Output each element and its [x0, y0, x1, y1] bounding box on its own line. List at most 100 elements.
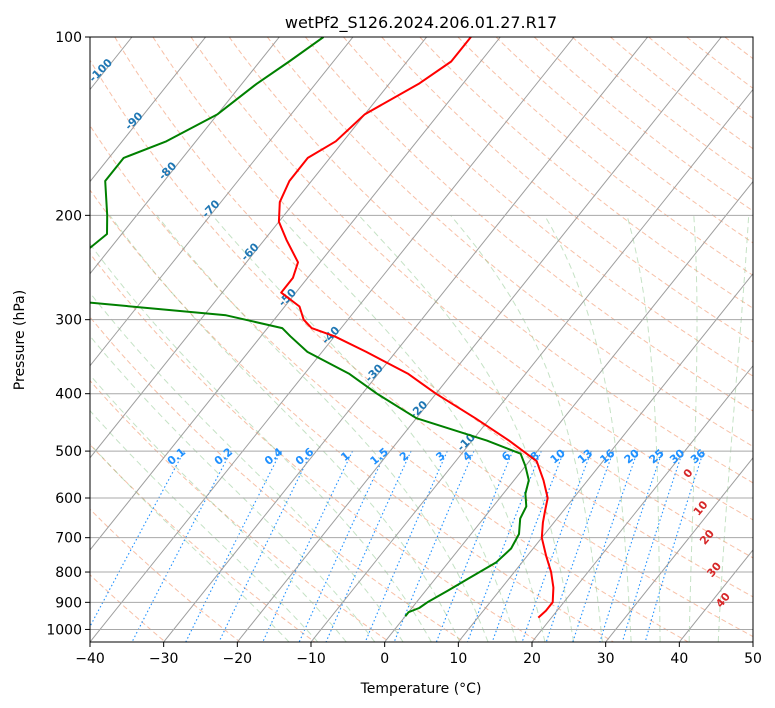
moist-adiabat	[544, 215, 632, 642]
moist-adiabat	[212, 214, 517, 642]
dewpoint-profile	[90, 37, 530, 617]
mixing-ratio-line	[325, 450, 412, 642]
dry-adiabat	[90, 316, 465, 642]
isotherm-line	[752, 641, 753, 642]
isotherm-line	[163, 37, 649, 642]
moist-adiabat	[688, 215, 698, 642]
mixing-ratio-line	[185, 450, 282, 642]
isotherm-line	[310, 88, 753, 642]
isotherm-line	[90, 37, 207, 183]
sounding-profiles	[90, 37, 555, 619]
mixing-ratio-line	[466, 450, 542, 642]
mixing-ratio-label: 0.4	[262, 445, 286, 468]
temperature-profile	[277, 37, 555, 619]
isotherm-line	[605, 457, 753, 642]
moist-adiabat	[90, 292, 404, 642]
moist-adiabat-label: 10	[691, 498, 711, 518]
dry-adiabat	[90, 252, 540, 642]
dry-adiabat	[90, 189, 614, 642]
isotherm-line	[531, 364, 753, 642]
dry-adiabat	[495, 37, 753, 244]
y-tick-label: 900	[55, 595, 82, 611]
mixing-ratio-line	[131, 450, 232, 642]
mixing-ratio-label: 1.5	[368, 445, 391, 467]
y-axis: 100 200 300 400 500 600 700 800 900 1000	[46, 30, 90, 638]
isotherm-line	[90, 37, 354, 367]
dry-adiabat	[190, 37, 753, 521]
isotherm-line	[0, 37, 58, 642]
dry-adiabat	[266, 37, 753, 448]
mixing-ratio-line	[644, 450, 705, 642]
dry-adiabat	[90, 508, 241, 642]
dry-adiabat	[724, 37, 753, 60]
chart-title: wetPf2_S126.2024.206.01.27.R17	[285, 13, 557, 33]
moist-adiabat-label: 40	[713, 590, 733, 610]
mixing-ratio-line	[545, 450, 614, 642]
moist-adiabat	[90, 335, 376, 642]
isotherm-labels: -100-90-80-70-60-50-40-30-20-10	[86, 56, 478, 454]
isotherm-line	[90, 37, 428, 459]
y-tick-label: 600	[55, 491, 82, 507]
mixing-ratio-line	[90, 450, 185, 628]
mixing-ratio-label: 20	[622, 446, 642, 466]
mixing-ratio-line	[521, 450, 592, 642]
y-tick-label: 300	[55, 313, 82, 329]
isotherm-line	[90, 37, 575, 642]
isotherm-line	[384, 180, 753, 642]
y-axis-label: Pressure (hPa)	[12, 290, 28, 390]
dry-adiabat	[571, 37, 753, 181]
dry-adiabat	[381, 37, 753, 343]
x-tick-label: 40	[670, 651, 688, 667]
isotherm-label: -60	[238, 240, 261, 263]
mixing-ratio-label: 30	[667, 446, 687, 466]
isotherm-line	[678, 549, 753, 642]
dry-adiabat	[419, 37, 753, 309]
dry-adiabat	[533, 37, 753, 212]
dry-adiabat	[152, 37, 753, 559]
x-tick-label: −10	[296, 651, 326, 667]
mixing-ratio-label: 10	[548, 446, 568, 466]
dry-adiabat	[343, 37, 753, 377]
y-tick-label: 800	[55, 565, 82, 581]
y-tick-label: 200	[55, 208, 82, 224]
moist-adiabat	[717, 215, 750, 642]
mixing-ratio-label: 16	[597, 446, 617, 466]
isotherm-label: -100	[86, 56, 115, 85]
x-tick-label: −30	[149, 651, 179, 667]
mixing-ratio-labels: 0.1 0.2 0.4 0.6 1 1.5 2 3 4 6 8 10 13 16 20 25 30 36	[165, 445, 709, 468]
mixing-ratio-line	[572, 450, 639, 642]
moist-adiabat	[90, 443, 290, 642]
plot-frame	[89, 36, 754, 643]
reference-lines	[0, 37, 775, 642]
y-tick-label: 1000	[46, 622, 82, 638]
moist-adiabat	[90, 409, 319, 642]
mixing-ratio-label: 0.6	[293, 445, 317, 468]
x-tick-label: 10	[449, 651, 467, 667]
mixing-ratio-label: 36	[688, 446, 708, 466]
x-tick-label: 30	[597, 651, 615, 667]
mixing-ratio-label: 25	[647, 447, 667, 467]
dry-adiabat	[90, 59, 753, 638]
moist-adiabat	[450, 214, 603, 642]
dry-adiabat	[90, 379, 390, 642]
mixing-ratio-line	[262, 450, 353, 642]
dry-adiabat	[648, 37, 753, 119]
isotherm-line	[90, 37, 280, 275]
moist-adiabat	[278, 214, 546, 642]
dry-adiabat	[228, 37, 753, 484]
y-tick-label: 400	[55, 387, 82, 403]
mixing-ratio-line	[393, 450, 475, 642]
x-tick-label: 50	[744, 651, 762, 667]
dry-adiabat	[763, 37, 775, 642]
moist-adiabat	[109, 215, 461, 642]
dry-adiabat	[610, 37, 753, 150]
x-tick-label: −40	[75, 651, 105, 667]
moist-adiabat	[90, 243, 432, 642]
isotherm-label: -90	[122, 109, 145, 132]
x-axis-label: Temperature (°C)	[360, 681, 482, 697]
dry-adiabat	[114, 37, 753, 598]
dry-adiabat	[457, 37, 753, 276]
x-tick-label: 0	[380, 651, 389, 667]
x-axis: −40 −30 −20 −10 0 10 20 30 40 50	[75, 642, 762, 667]
